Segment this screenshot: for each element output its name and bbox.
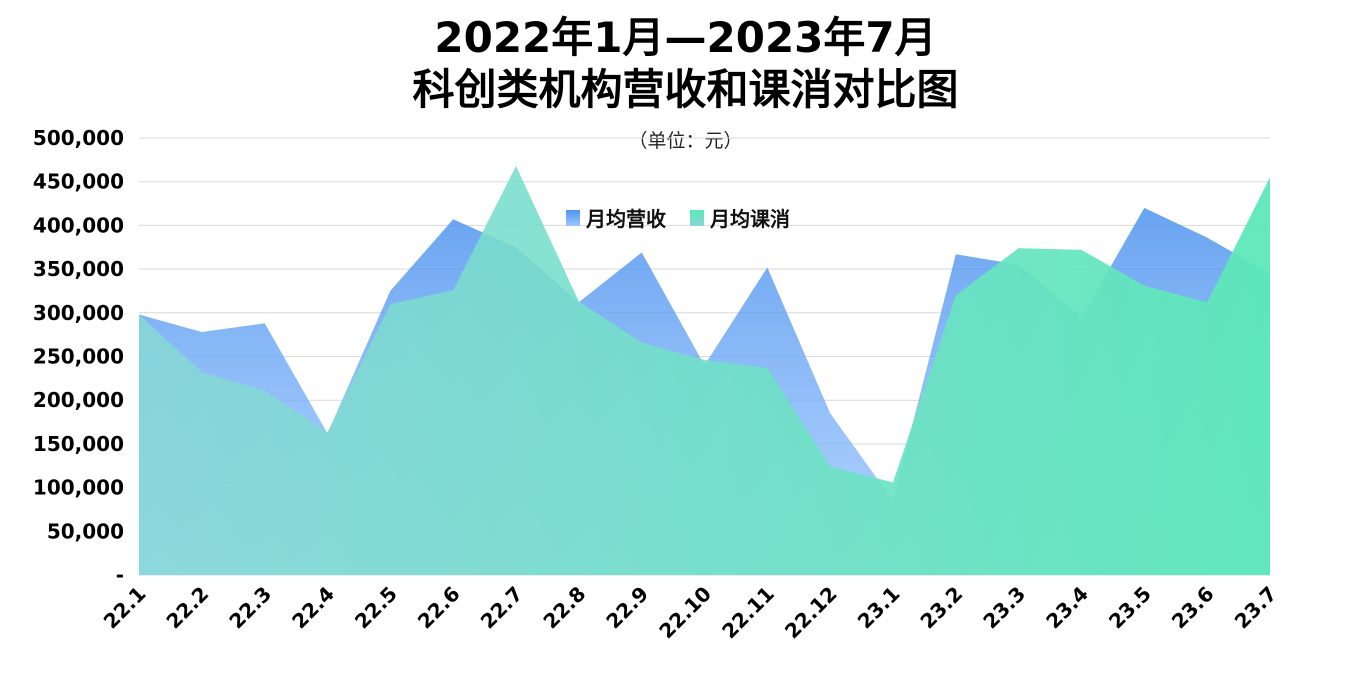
x-tick-label: 22.1	[99, 582, 151, 634]
series-areas	[139, 166, 1270, 575]
y-tick-label: 250,000	[33, 345, 124, 369]
x-tick-label: 22.7	[476, 582, 528, 634]
y-tick-label: 150,000	[33, 432, 124, 456]
y-axis: - 50,000 100,000 150,000 200,000 250,000 300,0…	[33, 126, 124, 587]
legend-label: 月均营收	[585, 207, 666, 231]
x-tick-label: 23.1	[853, 582, 905, 634]
x-tick-label: 22.9	[601, 582, 653, 634]
y-tick-label: 450,000	[33, 170, 124, 194]
y-tick-label: 100,000	[33, 476, 124, 500]
x-tick-label: 22.5	[350, 582, 402, 634]
legend-label: 月均课消	[709, 207, 790, 231]
y-tick-label: 300,000	[33, 301, 124, 325]
y-tick-label: 500,000	[33, 126, 124, 150]
x-tick-label: 22.11	[717, 582, 779, 644]
y-tick-label: 350,000	[33, 257, 124, 281]
legend-swatch	[566, 210, 580, 226]
chart-title-line2: 科创类机构营收和课消对比图	[412, 65, 959, 114]
y-tick-label: 400,000	[33, 213, 124, 237]
legend-swatch	[690, 210, 704, 226]
x-tick-label: 23.4	[1041, 582, 1093, 634]
x-tick-label: 23.6	[1167, 582, 1219, 634]
x-axis: 22.1 22.2 22.3 22.4 22.5 22.6 22.7 22.8 22.9 22.1…	[99, 582, 1282, 644]
chart-subtitle: （单位：元）	[628, 130, 743, 152]
x-tick-label: 22.8	[538, 582, 590, 634]
series-area-consumption	[139, 166, 1270, 575]
legend: 月均营收 月均课消	[566, 207, 790, 231]
chart-title: 2022年1月—2023年7月 科创类机构营收和课消对比图	[0, 12, 1371, 116]
x-tick-label: 22.12	[780, 582, 842, 644]
y-tick-label: 200,000	[33, 388, 124, 412]
x-tick-label: 22.2	[161, 582, 213, 634]
y-tick-label: 50,000	[47, 519, 124, 543]
x-tick-label: 23.3	[978, 582, 1030, 634]
x-tick-label: 23.7	[1230, 582, 1282, 634]
x-tick-label: 22.6	[413, 582, 465, 634]
y-tick-label: -	[116, 563, 124, 587]
x-tick-label: 22.4	[287, 582, 339, 634]
x-tick-label: 23.2	[915, 582, 967, 634]
x-tick-label: 23.5	[1104, 582, 1156, 634]
x-tick-label: 22.10	[654, 582, 716, 644]
chart-title-line1: 2022年1月—2023年7月	[434, 13, 937, 62]
x-tick-label: 22.3	[224, 582, 276, 634]
